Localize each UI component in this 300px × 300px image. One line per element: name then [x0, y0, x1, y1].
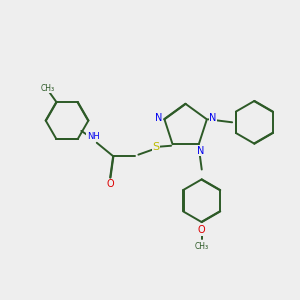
Text: N: N: [196, 146, 204, 156]
Text: NH: NH: [87, 132, 100, 141]
Text: CH₃: CH₃: [40, 84, 55, 93]
Text: N: N: [209, 113, 217, 123]
Text: CH₃: CH₃: [195, 242, 209, 251]
Text: O: O: [198, 226, 206, 236]
Text: S: S: [153, 142, 160, 152]
Text: N: N: [155, 113, 162, 123]
Text: O: O: [106, 179, 114, 189]
